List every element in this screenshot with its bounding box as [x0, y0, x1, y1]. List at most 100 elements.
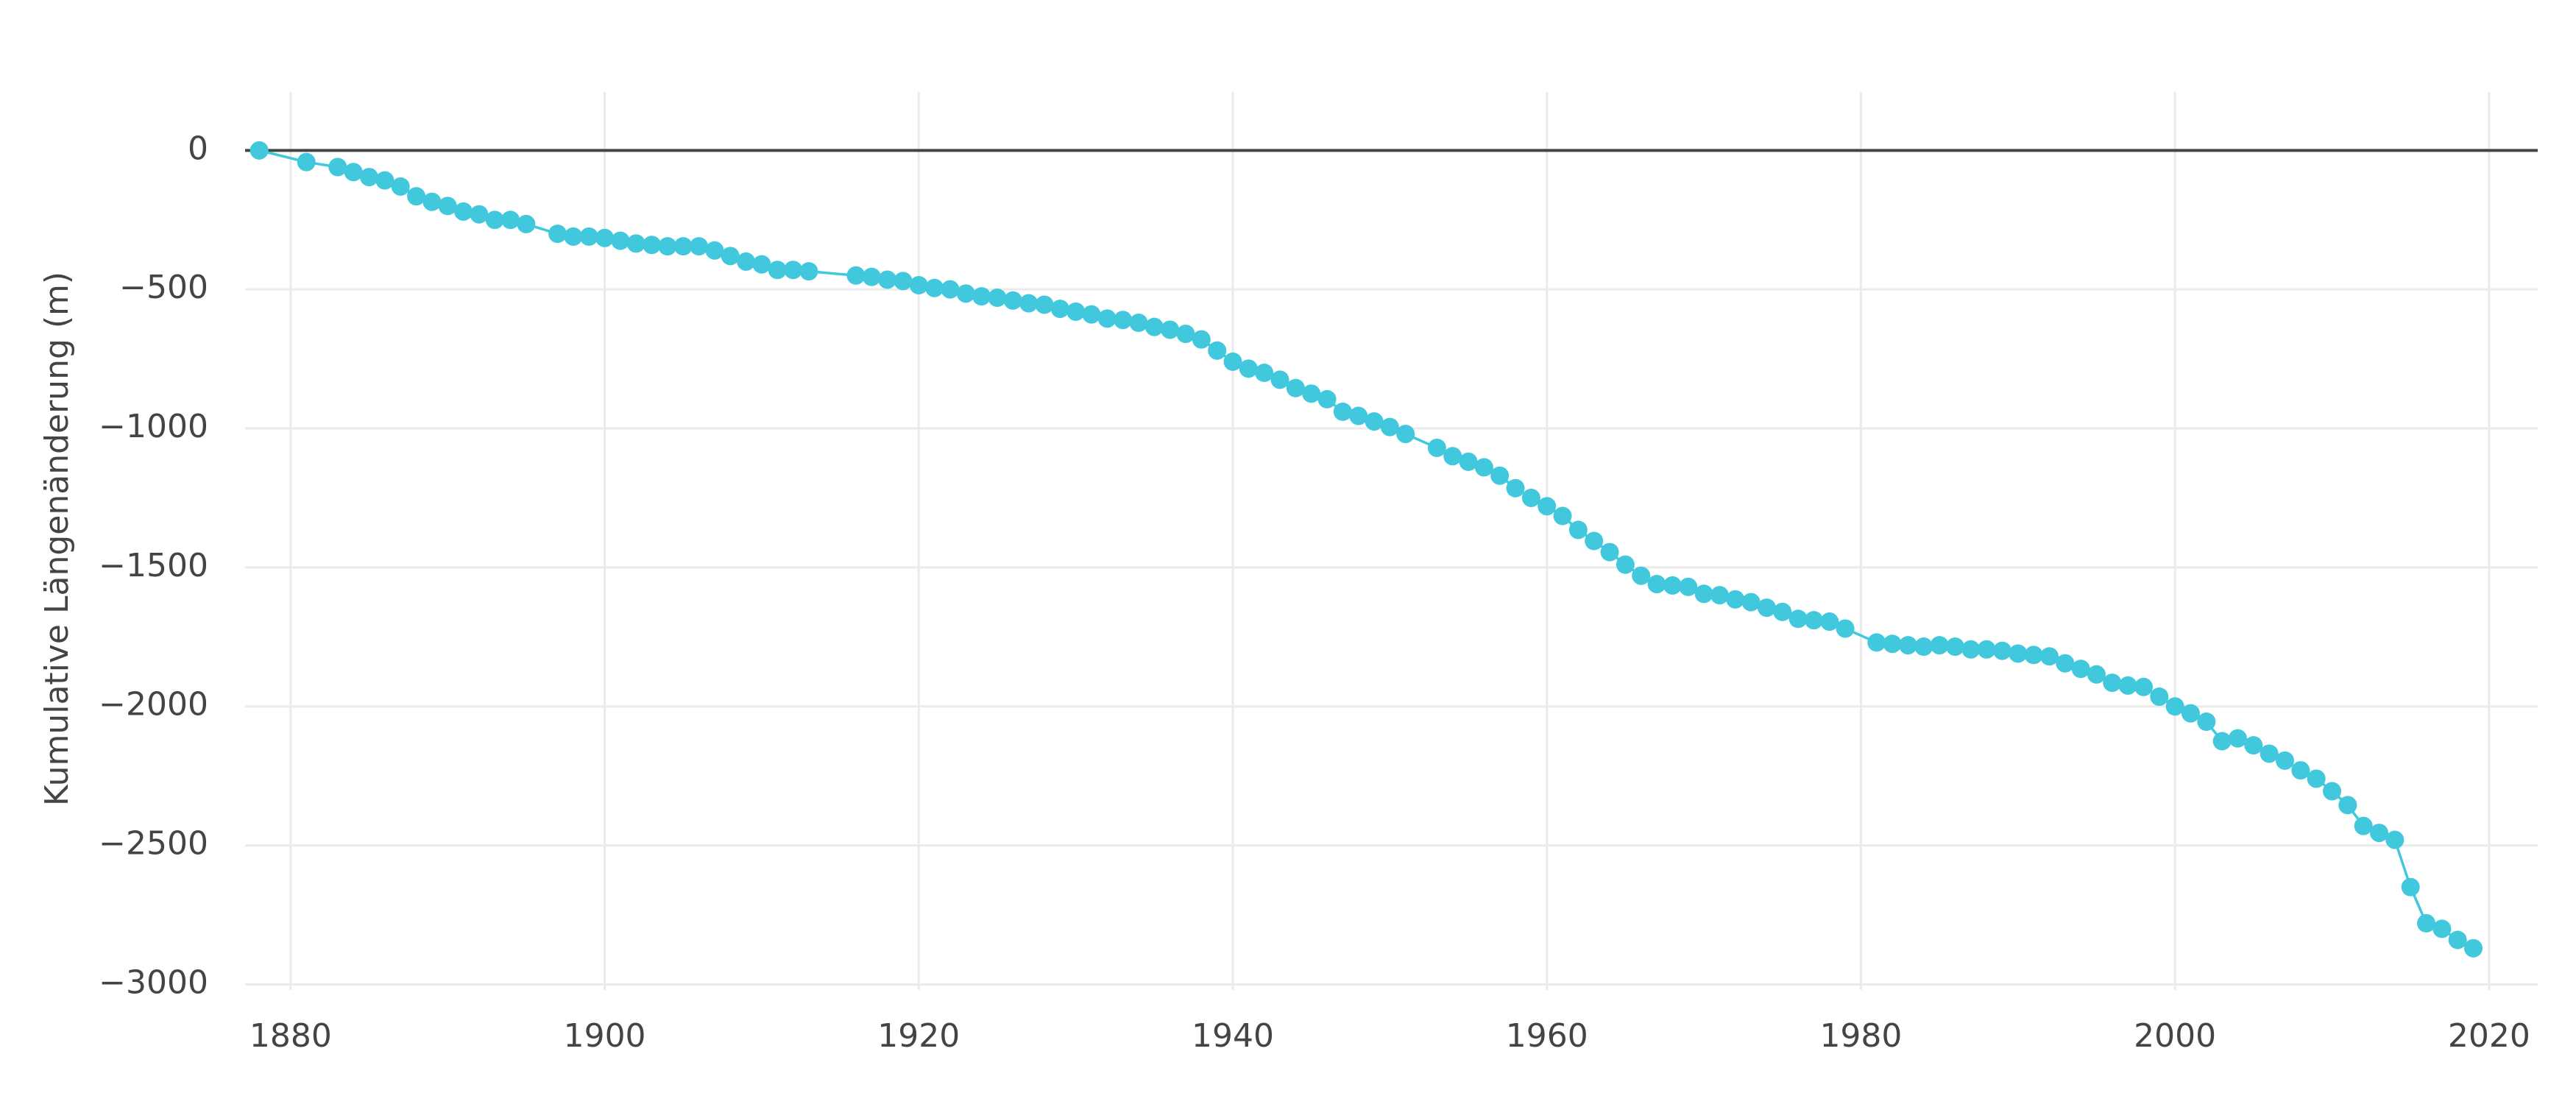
point [564, 227, 583, 246]
y-tick-label: 0 [188, 130, 208, 167]
x-tick-label: 1920 [877, 1017, 960, 1055]
point [1082, 305, 1101, 324]
y-tick-label: −3000 [99, 963, 208, 1001]
point [579, 227, 598, 246]
point [2228, 729, 2247, 748]
point [862, 267, 881, 286]
point [1114, 311, 1133, 330]
point [925, 278, 944, 297]
point [2039, 647, 2059, 666]
point [2212, 732, 2232, 751]
point [721, 247, 740, 266]
point [1930, 636, 1949, 655]
point [1820, 612, 1839, 632]
point [1192, 330, 1211, 349]
point [2432, 919, 2452, 938]
y-axis-title: Kumulative Längenänderung (m) [38, 272, 76, 806]
point [438, 197, 457, 216]
point [705, 241, 724, 260]
point [1992, 641, 2011, 660]
point [972, 287, 991, 306]
point [2385, 830, 2405, 849]
point [1365, 412, 1384, 431]
point [1632, 566, 1651, 585]
point [2009, 644, 2028, 663]
point [1035, 295, 1054, 314]
point [909, 276, 928, 295]
point [1898, 636, 1917, 655]
point [375, 171, 394, 190]
x-tick-label: 1900 [564, 1017, 646, 1055]
point [1600, 542, 1619, 562]
point [2150, 687, 2169, 707]
grid [245, 92, 2538, 990]
point [548, 224, 567, 244]
point [501, 211, 520, 230]
point [1788, 609, 1808, 629]
point [737, 252, 756, 271]
point [2056, 654, 2075, 673]
point [1349, 406, 1368, 425]
point [1286, 378, 1305, 397]
point [2024, 646, 2043, 665]
point [2181, 704, 2200, 723]
point [2071, 659, 2090, 679]
point [595, 228, 615, 247]
point [1616, 555, 1635, 574]
point [391, 177, 410, 196]
point [1050, 300, 1069, 319]
point [673, 237, 693, 256]
point [1945, 637, 1964, 657]
point [1773, 602, 1792, 621]
point [1255, 363, 1274, 382]
point [611, 231, 630, 250]
point [1129, 313, 1148, 332]
point [1804, 611, 1823, 630]
point [2354, 816, 2373, 835]
point [1427, 438, 1446, 457]
point [1867, 633, 1886, 652]
point [454, 202, 473, 221]
point [752, 255, 771, 274]
point [2134, 677, 2153, 696]
point [1506, 478, 1525, 498]
point [784, 261, 803, 280]
point [2197, 712, 2216, 732]
point [1003, 291, 1022, 310]
point [956, 284, 975, 303]
point [1270, 370, 1289, 389]
point [297, 152, 316, 171]
point [2118, 676, 2137, 695]
series-line [258, 149, 2474, 949]
point [1961, 640, 1981, 659]
y-tick-label: −2500 [99, 825, 208, 863]
y-tick-label: −1000 [99, 408, 208, 445]
point [988, 289, 1007, 308]
point [2260, 744, 2279, 763]
point [768, 261, 787, 280]
point [1380, 417, 1399, 436]
point [1836, 619, 1855, 638]
point [1396, 425, 1415, 444]
point [1490, 466, 1510, 485]
point [1208, 341, 1227, 360]
point [1726, 590, 1745, 609]
x-tick-label: 2000 [2134, 1017, 2216, 1055]
point [1977, 640, 1996, 659]
point [2103, 673, 2122, 693]
y-tick-label: −1500 [99, 547, 208, 584]
y-tick-label: −2000 [99, 686, 208, 724]
x-tick-label: 1880 [250, 1017, 332, 1055]
point [1585, 531, 1604, 551]
point [658, 237, 677, 256]
point [1553, 506, 1572, 526]
x-tick-label: 2020 [2448, 1017, 2530, 1055]
point [1538, 497, 1557, 516]
point [2165, 697, 2184, 716]
point [360, 168, 379, 187]
point [2417, 913, 2436, 933]
point [2401, 877, 2420, 896]
point [1914, 637, 1933, 657]
point [2087, 665, 2106, 684]
